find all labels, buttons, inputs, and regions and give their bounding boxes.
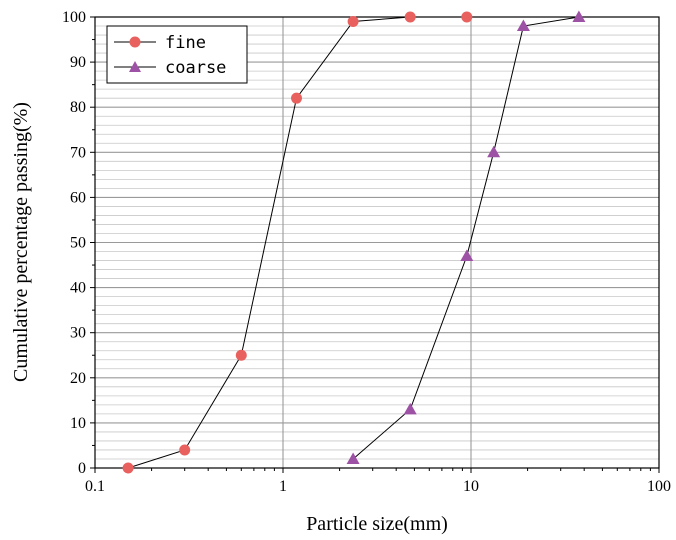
data-point-coarse bbox=[572, 10, 586, 22]
legend-fine-marker bbox=[129, 36, 141, 48]
series-line-coarse bbox=[352, 16, 580, 460]
y-tick-label: 20 bbox=[70, 370, 86, 387]
legend-coarse-marker bbox=[129, 61, 141, 72]
data-point-fine bbox=[404, 11, 416, 23]
legend: fine coarse bbox=[106, 25, 248, 84]
data-point-coarse bbox=[460, 249, 474, 262]
data-point-fine bbox=[122, 462, 134, 474]
data-point-coarse bbox=[346, 452, 360, 464]
data-point-coarse bbox=[487, 145, 501, 158]
y-tick-label: 50 bbox=[70, 235, 86, 252]
data-point-coarse bbox=[403, 402, 417, 415]
legend-box bbox=[106, 25, 248, 84]
legend-fine-label: fine bbox=[165, 33, 206, 53]
data-point-fine bbox=[291, 92, 303, 104]
x-tick-label: 100 bbox=[647, 478, 671, 495]
legend-coarse-label: coarse bbox=[165, 58, 226, 78]
data-point-fine bbox=[235, 349, 247, 361]
y-tick-label: 40 bbox=[70, 280, 86, 297]
x-axis-title: Particle size(mm) bbox=[306, 513, 448, 535]
y-axis-title: Cumulative percentage passing(%) bbox=[10, 102, 32, 382]
y-tick-label: 0 bbox=[78, 460, 86, 477]
axis-ticks: 0 10 20 30 40 50 60 70 80 90 100 0.1 1 10 100 bbox=[62, 9, 671, 495]
data-point-coarse bbox=[516, 19, 530, 32]
y-tick-label: 30 bbox=[70, 325, 86, 342]
y-tick-label: 60 bbox=[70, 189, 86, 206]
y-tick-label: 80 bbox=[70, 99, 86, 116]
data-point-fine bbox=[347, 16, 359, 28]
x-tick-label: 1 bbox=[279, 478, 287, 495]
grid bbox=[95, 17, 659, 468]
x-tick-label: 0.1 bbox=[85, 478, 105, 495]
series bbox=[122, 10, 586, 474]
y-tick-label: 90 bbox=[70, 54, 86, 71]
y-tick-label: 70 bbox=[70, 144, 86, 161]
data-point-fine bbox=[461, 11, 473, 23]
y-tick-label: 10 bbox=[70, 415, 86, 432]
y-tick-label: 100 bbox=[62, 9, 86, 26]
x-tick-label: 10 bbox=[463, 478, 479, 495]
data-point-fine bbox=[179, 444, 191, 456]
